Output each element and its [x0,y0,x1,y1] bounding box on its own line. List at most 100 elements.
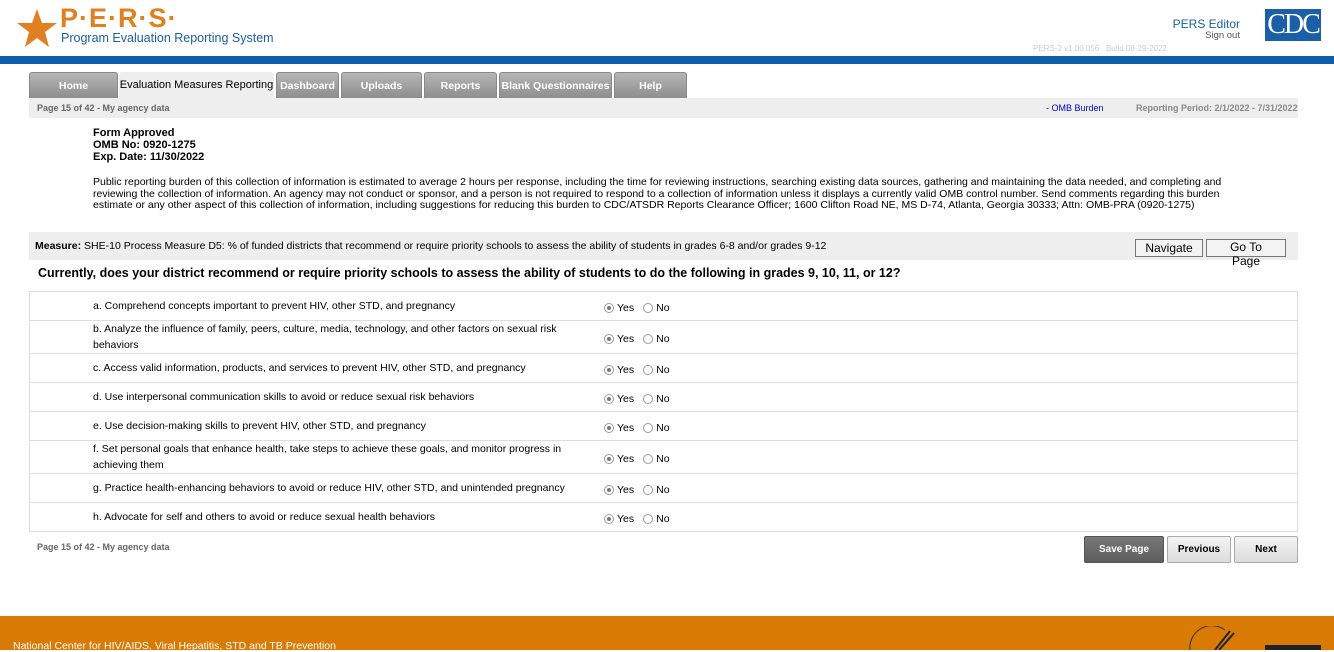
yes-radio[interactable] [604,513,614,524]
answer-options: Yes No [604,450,679,465]
item-label: c. Access valid information, products, a… [93,362,526,374]
no-option[interactable]: No [643,452,670,465]
no-option[interactable]: No [643,393,670,405]
yes-option[interactable]: Yes [604,513,634,525]
no-label: No [656,483,670,496]
yes-label: Yes [617,363,635,376]
burden-statement: Public reporting burden of this collecti… [93,176,1222,211]
no-label: No [656,421,670,434]
version-info: PERS-2 v1.00.056 Build 08-29-2022 [1033,44,1167,53]
footer [0,616,1334,650]
item-label: d. Use interpersonal communication skill… [93,391,475,403]
answer-options: Yes No [604,330,679,345]
tab-blank-questionnaires[interactable]: Blank Questionnaires [499,72,612,98]
item-label: e. Use decision-making skills to prevent… [93,420,426,432]
yes-label: Yes [617,512,635,525]
question-row: h. Advocate for self and others to avoid… [30,503,1297,532]
yes-label: Yes [617,392,635,405]
no-radio[interactable] [643,422,654,433]
yes-option[interactable]: Yes [604,333,634,345]
item-label: f. Set personal goals that enhance healt… [93,443,562,471]
measure-text: SHE-10 Process Measure D5: % of funded d… [84,240,827,252]
no-radio[interactable] [643,453,654,464]
no-option[interactable]: No [643,512,670,525]
yes-option[interactable]: Yes [604,484,634,496]
answer-options: Yes No [604,510,679,525]
partner-logo-icon [1265,645,1321,650]
no-label: No [656,512,670,525]
yes-radio[interactable] [604,393,614,404]
question-table: a. Comprehend concepts important to prev… [29,291,1298,532]
question-row: g. Practice health-enhancing behaviors t… [30,474,1297,503]
tab-uploads[interactable]: Uploads [341,72,422,98]
yes-radio[interactable] [604,453,614,464]
yes-option[interactable]: Yes [604,302,634,314]
no-radio[interactable] [643,484,654,495]
question-row: c. Access valid information, products, a… [30,354,1297,383]
answer-options: Yes No [604,390,679,405]
item-label: a. Comprehend concepts important to prev… [93,300,456,312]
question-row: a. Comprehend concepts important to prev… [30,292,1297,321]
item-label: b. Analyze the influence of family, peer… [93,323,557,351]
omb-number: OMB No: 0920-1275 [93,139,196,151]
yes-radio[interactable] [604,302,614,313]
answer-options: Yes No [604,361,679,376]
yes-radio[interactable] [604,364,614,375]
no-radio[interactable] [643,364,654,375]
tab-help[interactable]: Help [614,72,687,98]
question-text: Currently, does your district recommend … [38,266,901,280]
logo-subtitle: Program Evaluation Reporting System [61,31,274,45]
yes-option[interactable]: Yes [604,453,634,465]
item-label: h. Advocate for self and others to avoid… [93,511,436,523]
no-option[interactable]: No [643,302,670,314]
no-label: No [656,452,670,465]
yes-option[interactable]: Yes [604,364,634,376]
go-to-page-button[interactable]: Go To Page [1206,239,1286,268]
star-logo-icon [17,9,57,47]
hhs-seal-icon [1189,626,1235,650]
measure-bar: Measure: SHE-10 Process Measure D5: % of… [29,232,1298,260]
footer-page-indicator: Page 15 of 42 - My agency data [37,542,170,552]
tab-dashboard[interactable]: Dashboard [276,72,339,98]
user-name: PERS Editor [1172,17,1240,31]
no-option[interactable]: No [643,363,670,376]
question-row: f. Set personal goals that enhance healt… [30,441,1297,474]
tab-evaluation-measures-reporting[interactable]: Evaluation Measures Reporting [119,72,274,98]
yes-radio[interactable] [604,333,614,344]
yes-radio[interactable] [604,422,614,433]
sign-out-link[interactable]: Sign out [1205,30,1240,41]
item-label: g. Practice health-enhancing behaviors t… [93,482,565,494]
no-radio[interactable] [643,513,654,524]
build: Build 08-29-2022 [1105,44,1167,53]
version: PERS-2 v1.00.056 [1033,44,1100,53]
yes-label: Yes [617,421,635,434]
info-bar: Page 15 of 42 - My agency data - OMB Bur… [29,98,1298,118]
no-option[interactable]: No [643,483,670,496]
measure-label: Measure: [35,240,82,252]
no-option[interactable]: No [643,333,670,345]
yes-option[interactable]: Yes [604,422,634,434]
tab-reports[interactable]: Reports [424,72,497,98]
no-radio[interactable] [643,393,654,404]
no-label: No [656,363,670,376]
no-radio[interactable] [643,302,654,313]
omb-burden-link[interactable]: - OMB Burden [1046,103,1104,113]
previous-button[interactable]: Previous [1167,536,1231,563]
yes-label: Yes [617,452,635,465]
yes-option[interactable]: Yes [604,393,634,405]
answer-options: Yes No [604,481,679,496]
expiration-date: Exp. Date: 11/30/2022 [93,151,205,163]
question-row: e. Use decision-making skills to prevent… [30,412,1297,441]
no-radio[interactable] [643,333,654,344]
question-row: b. Analyze the influence of family, peer… [30,321,1297,354]
next-button[interactable]: Next [1234,536,1298,563]
yes-radio[interactable] [604,484,614,495]
question-row: d. Use interpersonal communication skill… [30,383,1297,412]
no-option[interactable]: No [643,421,670,434]
save-page-button[interactable]: Save Page [1084,536,1164,563]
logo-title: P·E·R·S· [60,3,178,33]
yes-label: Yes [617,301,635,314]
navigate-button[interactable]: Navigate [1135,239,1203,257]
yes-label: Yes [617,332,635,345]
tab-home[interactable]: Home [29,72,118,98]
